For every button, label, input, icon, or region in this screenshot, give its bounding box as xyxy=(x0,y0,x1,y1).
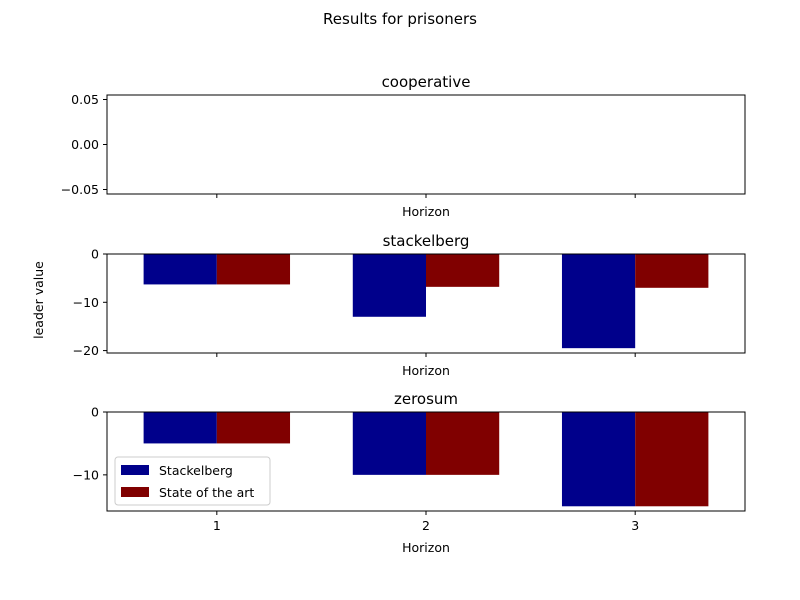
subplot-title: zerosum xyxy=(394,390,458,408)
y-tick-label: −10 xyxy=(73,295,99,310)
subplot-cooperative: 0.05 0.00 −0.05 cooperative Horizon xyxy=(61,73,746,219)
bar-stackelberg-stackelberg-1 xyxy=(143,254,217,285)
y-axis-label: leader value xyxy=(31,261,46,339)
y-tick-label: 0.00 xyxy=(71,137,99,152)
x-axis-label: Horizon xyxy=(402,363,450,378)
bar-zerosum-stackelberg-2 xyxy=(352,412,426,475)
subplot-title: cooperative xyxy=(382,73,471,91)
y-tick-label: 0 xyxy=(91,405,99,420)
subplot-title: stackelberg xyxy=(383,232,470,250)
legend: Stackelberg State of the art xyxy=(114,456,271,506)
subplot-stackelberg: 0 −10 −20 stackelberg Horizon xyxy=(73,232,746,378)
axes-frame xyxy=(106,94,746,195)
legend-swatch xyxy=(121,487,149,497)
subplots: 0.05 0.00 −0.05 cooperative Horizon 0 −10 −20 st… xyxy=(61,73,746,555)
y-tick-label: 0 xyxy=(91,247,99,262)
bar-zerosum-stackelberg-1 xyxy=(143,412,217,444)
y-tick-label: −0.05 xyxy=(61,182,99,197)
bar-zerosum-state-of-the-art-2 xyxy=(426,412,500,475)
legend-box xyxy=(114,456,271,506)
y-tick-label: 0.05 xyxy=(71,92,99,107)
x-tick-label: 3 xyxy=(631,518,639,533)
bar-stackelberg-state-of-the-art-1 xyxy=(216,254,291,285)
bar-zerosum-state-of-the-art-3 xyxy=(635,412,709,507)
y-tick-label: −20 xyxy=(73,343,99,358)
bar-stackelberg-stackelberg-3 xyxy=(561,254,636,349)
y-tick-label: −10 xyxy=(73,467,99,482)
bar-zerosum-state-of-the-art-1 xyxy=(216,412,291,444)
bar-stackelberg-state-of-the-art-3 xyxy=(635,254,709,288)
legend-label: Stackelberg xyxy=(159,463,233,478)
x-tick-label: 2 xyxy=(422,518,430,533)
x-tick-label: 1 xyxy=(213,518,221,533)
bar-stackelberg-state-of-the-art-2 xyxy=(426,254,500,287)
bar-stackelberg-stackelberg-2 xyxy=(352,254,426,317)
legend-swatch xyxy=(121,465,149,475)
x-axis-label: Horizon xyxy=(402,540,450,555)
legend-label: State of the art xyxy=(159,485,254,500)
figure-title: Results for prisoners xyxy=(323,10,477,28)
subplot-zerosum: 0 −10 1 2 3 zerosum Horizon Stackelberg State of… xyxy=(73,390,746,555)
x-axis-label: Horizon xyxy=(402,204,450,219)
bar-zerosum-stackelberg-3 xyxy=(561,412,636,507)
